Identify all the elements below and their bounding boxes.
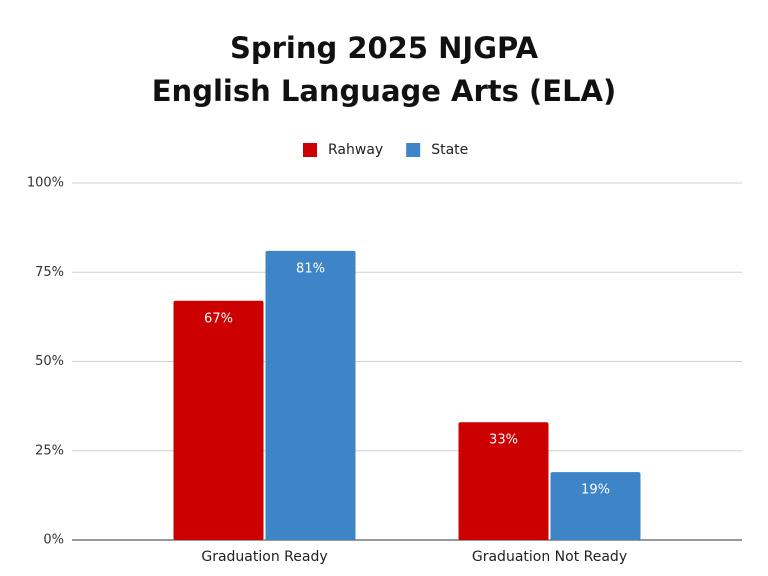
bar [458, 422, 549, 540]
legend-label: Rahway [328, 142, 383, 158]
x-tick-label: Graduation Not Ready [472, 549, 627, 565]
legend-swatch [303, 143, 317, 157]
y-tick-label: 25% [35, 443, 64, 458]
data-label: 81% [296, 261, 325, 276]
data-label: 67% [204, 311, 233, 326]
chart-title: English Language Arts (ELA) [152, 74, 617, 108]
data-label: 19% [581, 483, 610, 498]
y-tick-label: 75% [35, 265, 64, 280]
x-tick-label: Graduation Ready [201, 549, 327, 565]
chart-title: Spring 2025 NJGPA [230, 31, 539, 65]
y-tick-label: 0% [43, 533, 64, 548]
bar [173, 300, 264, 540]
y-tick-label: 50% [35, 354, 64, 369]
data-label: 33% [489, 433, 518, 448]
y-tick-label: 100% [27, 176, 64, 191]
legend-swatch [406, 143, 421, 157]
bar [265, 250, 356, 540]
legend-label: State [431, 142, 468, 158]
bar [550, 472, 641, 540]
